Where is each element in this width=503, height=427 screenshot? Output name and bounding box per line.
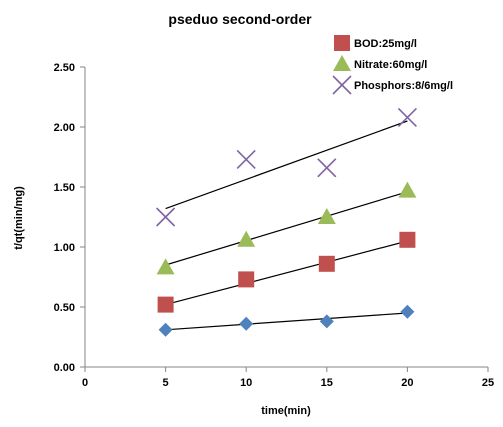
x-tick-label: 0 xyxy=(82,377,88,389)
y-tick-label: 0.00 xyxy=(54,362,75,374)
data-point-square xyxy=(157,296,174,313)
y-tick-label: 1.00 xyxy=(54,242,75,254)
legend-marker-triangle xyxy=(333,55,351,71)
data-point-square xyxy=(399,231,416,248)
x-axis-label: time(min) xyxy=(261,405,311,417)
data-point-x xyxy=(236,149,256,169)
x-tick-label: 20 xyxy=(401,377,413,389)
legend-label: Nitrate:60mg/l xyxy=(354,59,427,71)
y-tick-label: 1.50 xyxy=(54,182,75,194)
x-tick-label: 10 xyxy=(240,377,252,389)
x-tick-label: 25 xyxy=(482,377,494,389)
data-point-triangle xyxy=(317,208,336,224)
legend-label: BOD:25mg/l xyxy=(354,38,417,50)
data-point-x xyxy=(397,107,417,127)
legend-marker-x-stroke xyxy=(332,75,352,95)
data-point-x-stroke xyxy=(397,107,417,127)
data-point-square xyxy=(318,255,335,272)
data-point-x-stroke xyxy=(236,149,256,169)
x-tick-label: 5 xyxy=(163,377,169,389)
data-point-x xyxy=(317,158,337,178)
data-point-triangle xyxy=(156,258,175,275)
data-point-diamond xyxy=(239,316,254,331)
legend-marker-x xyxy=(332,75,352,95)
data-point-x xyxy=(156,207,176,227)
data-point-triangle xyxy=(237,230,256,247)
data-point-x-stroke xyxy=(156,207,176,227)
chart-title: pseduo second-order xyxy=(168,11,312,27)
data-point-x-stroke xyxy=(317,158,337,178)
trendline-1 xyxy=(165,191,408,266)
x-tick-label: 15 xyxy=(321,377,333,389)
data-point-diamond xyxy=(158,322,173,337)
trendline-3 xyxy=(165,312,408,331)
trendline-0 xyxy=(165,240,408,306)
y-tick-label: 2.00 xyxy=(54,122,75,134)
trendline-2 xyxy=(165,120,408,210)
y-axis-label: t/qt(min/mg) xyxy=(13,186,25,250)
y-tick-label: 2.50 xyxy=(54,62,75,74)
data-point-square xyxy=(238,271,255,288)
data-point-diamond xyxy=(400,304,415,319)
legend: BOD:25mg/l Nitrate:60mg/l Phosphors:8/6mg/… xyxy=(332,35,453,95)
y-tick-label: 0.50 xyxy=(54,302,75,314)
legend-marker-square xyxy=(334,35,350,51)
plot-area: 0.00 0.50 1.00 1.50 2.00 2.50 0 5 10 15 20 25 xyxy=(54,62,495,389)
legend-label: Phosphors:8/6mg/l xyxy=(354,80,453,92)
data-point-triangle xyxy=(398,181,417,198)
data-point-diamond xyxy=(319,314,334,329)
